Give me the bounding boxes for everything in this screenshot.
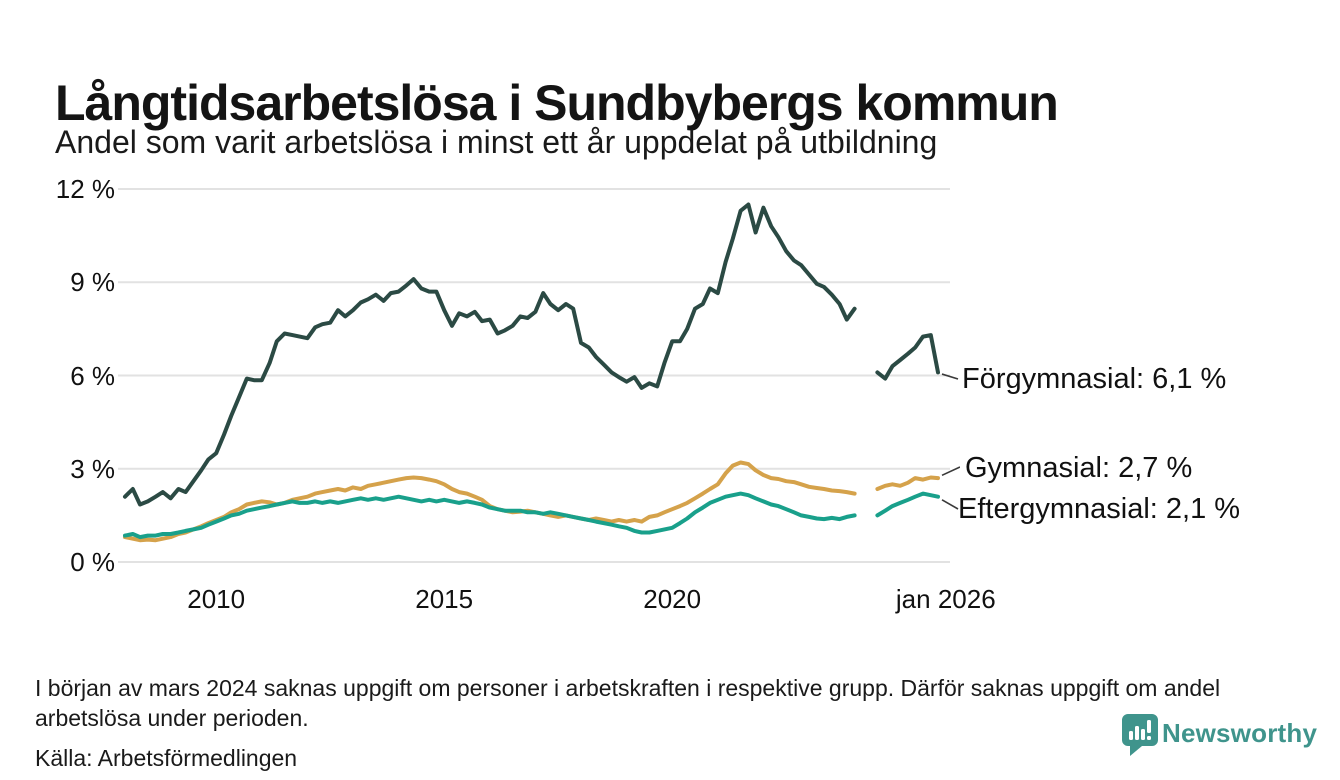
newsworthy-logo-icon — [1122, 714, 1158, 756]
series-line-eftergymnasial — [123, 491, 940, 540]
x-axis-tick-label-2026: jan 2026 — [895, 584, 996, 614]
page-subtitle: Andel som varit arbetslösa i minst ett å… — [55, 124, 938, 160]
series-end-label-eftergymnasial: Eftergymnasial: 2,1 % — [958, 493, 1241, 525]
newsworthy-logo-text: Newsworthy — [1162, 718, 1318, 748]
label-connector-gymnasial — [941, 466, 960, 477]
y-axis-tick-label-6: 6 % — [70, 360, 115, 391]
y-axis-tick-label-3: 3 % — [70, 453, 115, 484]
footnote: I början av mars 2024 saknas uppgift om … — [35, 675, 1221, 731]
series-end-label-forgymnasial: Förgymnasial: 6,1 % — [962, 363, 1227, 395]
series-end-label-gymnasial: Gymnasial: 2,7 % — [965, 452, 1193, 484]
x-axis-tick-label-2010: 2010 — [187, 584, 246, 614]
y-axis-tick-label-9: 9 % — [70, 267, 115, 298]
y-axis-tick-label-12: 12 % — [55, 174, 115, 204]
page-title: Långtidsarbetslösa i Sundbybergs kommun — [55, 74, 1059, 131]
x-axis-tick-label-2020: 2020 — [643, 584, 702, 614]
series-line-förgymnasial — [123, 202, 940, 507]
x-axis-tick-label-2015: 2015 — [415, 584, 474, 614]
y-axis-tick-label-0: 0 % — [70, 547, 115, 577]
series-line-gymnasial — [123, 460, 940, 543]
label-connector-eftergymnasial — [941, 499, 959, 510]
source-note: Källa: Arbetsförmedlingen — [35, 745, 298, 771]
line-chart — [118, 188, 960, 563]
label-connector-förgymnasial — [941, 373, 959, 380]
newsworthy-logo: Newsworthy — [1122, 714, 1322, 760]
